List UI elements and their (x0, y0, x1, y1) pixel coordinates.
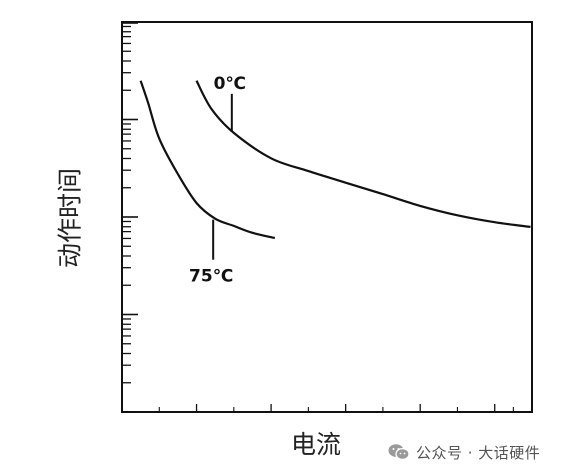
series-line-0 (195, 80, 531, 228)
wechat-icon (388, 443, 410, 461)
watermark-text: 公众号 · 大话硬件 (416, 443, 541, 462)
watermark: 公众号 · 大话硬件 (388, 440, 540, 464)
axis-ticks (122, 22, 514, 413)
annotations-layer: 0℃ 75℃ (189, 74, 246, 287)
y-axis-label: 动作时间 (56, 168, 85, 268)
annotation-0c: 0℃ (214, 74, 246, 94)
x-axis-label: 电流 (291, 430, 341, 459)
annotation-75c: 75℃ (189, 267, 233, 287)
series-layer (139, 80, 531, 240)
series-line-1 (139, 80, 276, 240)
